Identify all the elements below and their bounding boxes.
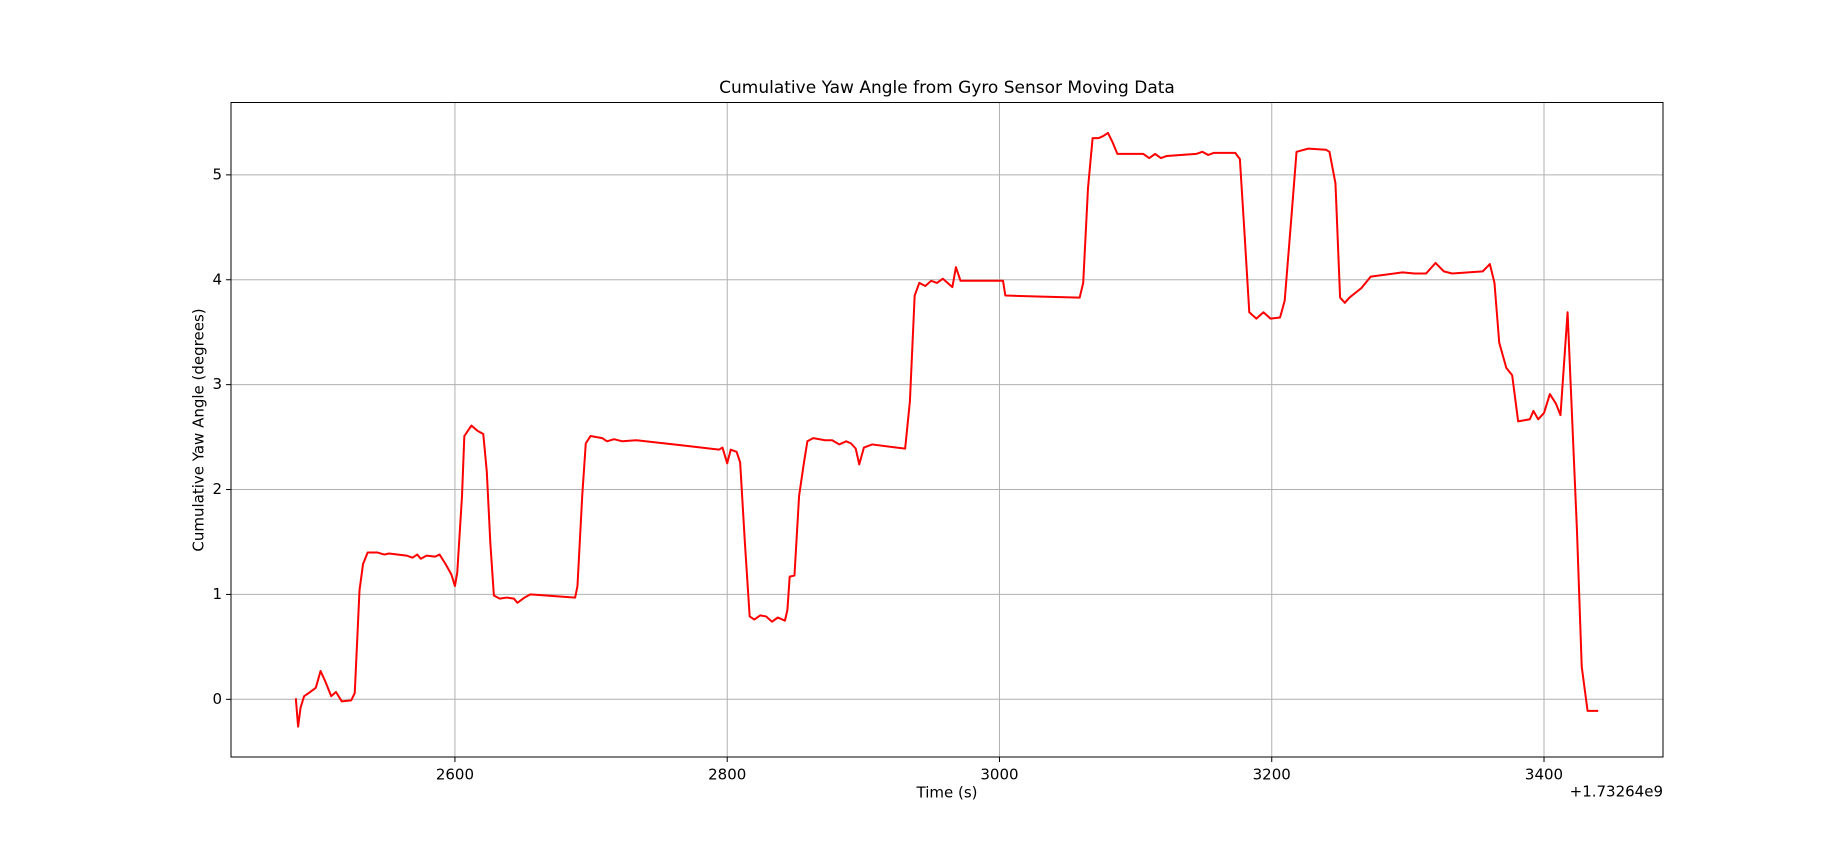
y-tick-label: 2 <box>212 480 222 498</box>
x-tick-label: 2800 <box>708 766 746 784</box>
chart-title: Cumulative Yaw Angle from Gyro Sensor Mo… <box>719 78 1175 98</box>
y-axis-label: Cumulative Yaw Angle (degrees) <box>190 308 208 551</box>
y-tick-label: 0 <box>212 690 222 708</box>
x-tick-label: 2600 <box>436 766 474 784</box>
x-axis-label: Time (s) <box>916 784 978 802</box>
y-tick-label: 4 <box>212 270 222 288</box>
plot-frame <box>230 102 1664 758</box>
y-tick-label: 3 <box>212 375 222 393</box>
x-tick-label: 3000 <box>980 766 1018 784</box>
y-tick-label: 5 <box>212 165 222 183</box>
x-tick-label: 3200 <box>1253 766 1291 784</box>
x-offset-label: +1.73264e9 <box>1570 783 1663 801</box>
y-tick-label: 1 <box>212 585 222 603</box>
data-line <box>294 131 1599 728</box>
x-tick-label: 3400 <box>1525 766 1563 784</box>
